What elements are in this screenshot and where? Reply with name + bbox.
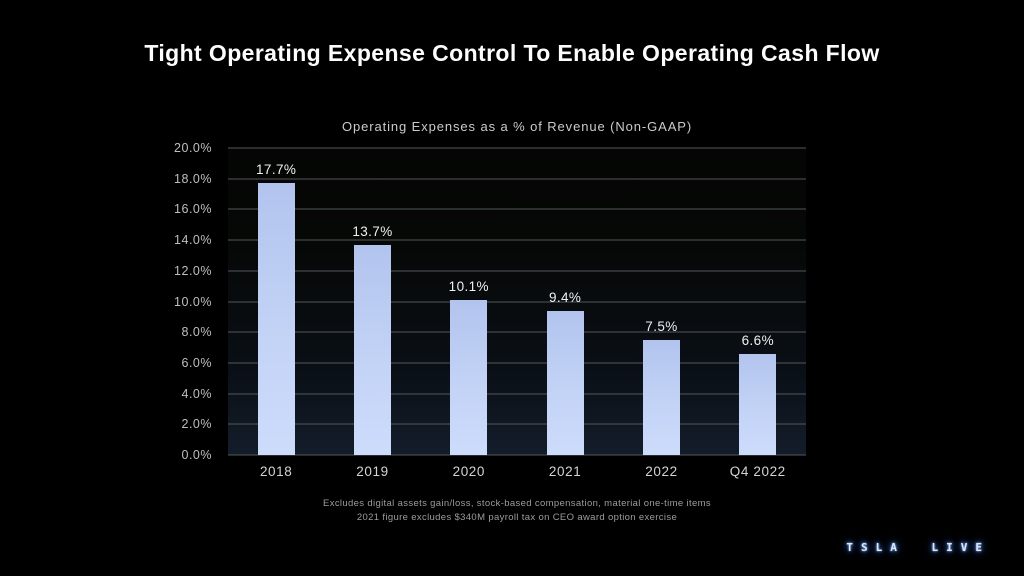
y-tick-label: 18.0% (174, 171, 212, 186)
bar-value-label: 7.5% (645, 318, 678, 334)
bar (642, 339, 680, 455)
y-tick-label: 6.0% (181, 355, 212, 370)
bar (739, 353, 777, 455)
y-axis: 20.0% 18.0% 16.0% 14.0% 12.0% 10.0% 8.0% 6.0% 4.… (140, 141, 212, 462)
gridline (228, 239, 806, 241)
bar-value-label: 10.1% (448, 278, 489, 294)
y-tick-label: 12.0% (174, 263, 212, 278)
gridline (228, 423, 806, 425)
gridline (228, 147, 806, 149)
y-tick-label: 20.0% (174, 141, 212, 155)
gridline (228, 393, 806, 395)
gridline (228, 331, 806, 333)
bar (257, 183, 295, 455)
x-tick-label: 2021 (548, 464, 582, 479)
bar-column-2020: 10.1% (421, 148, 517, 455)
footnote-line-2: 2021 figure excludes $340M payroll tax o… (356, 512, 678, 523)
y-tick-label: 14.0% (174, 233, 212, 248)
bar-value-label: 9.4% (548, 289, 582, 305)
y-tick-label: 8.0% (181, 325, 212, 340)
bar-value-label: 17.7% (256, 162, 297, 178)
x-tick-label: 2022 (645, 464, 678, 479)
slide-title: Tight Operating Expense Control To Enabl… (144, 40, 880, 66)
gridline (228, 270, 806, 272)
bar-column-2018: 17.7% (228, 148, 324, 455)
plot-area: 17.7% 13.7% 10.1% 9.4% 7.5% 6.6% (228, 147, 806, 456)
y-tick-label: 4.0% (181, 386, 212, 401)
x-tick-label: Q4 2022 (729, 464, 786, 479)
bar-column-q4-2022: 6.6% (710, 148, 806, 455)
y-tick-label: 0.0% (181, 448, 212, 462)
bar-series: 17.7% 13.7% 10.1% 9.4% 7.5% 6.6% (228, 148, 806, 455)
tsla-live-watermark: TSLA LIVE (846, 541, 990, 554)
y-tick-label: 16.0% (174, 202, 212, 217)
bar-value-label: 6.6% (741, 332, 774, 348)
chart-title: Operating Expenses as a % of Revenue (No… (341, 119, 693, 134)
gridline (228, 208, 806, 210)
x-tick-label: 2020 (452, 464, 486, 479)
gridline (228, 362, 806, 364)
gridline (228, 178, 806, 180)
bar-column-2022: 7.5% (613, 148, 709, 455)
x-tick-label: 2019 (356, 464, 389, 479)
y-tick-label: 10.0% (174, 294, 212, 309)
x-tick-label: 2018 (259, 464, 293, 479)
bar (546, 310, 584, 455)
footnotes: Excludes digital assets gain/loss, stock… (228, 497, 806, 525)
bar-column-2021: 9.4% (517, 148, 613, 455)
gridline (228, 454, 806, 456)
x-axis: 2018 2019 2020 2021 2022 Q4 2022 (228, 464, 806, 479)
bar-column-2019: 13.7% (324, 148, 420, 455)
bar-value-label: 13.7% (352, 223, 393, 239)
gridline (228, 301, 806, 302)
bar (353, 244, 391, 455)
bar (450, 299, 488, 455)
footnote-line-1: Excludes digital assets gain/loss, stock… (323, 498, 711, 509)
y-tick-label: 2.0% (181, 417, 212, 432)
